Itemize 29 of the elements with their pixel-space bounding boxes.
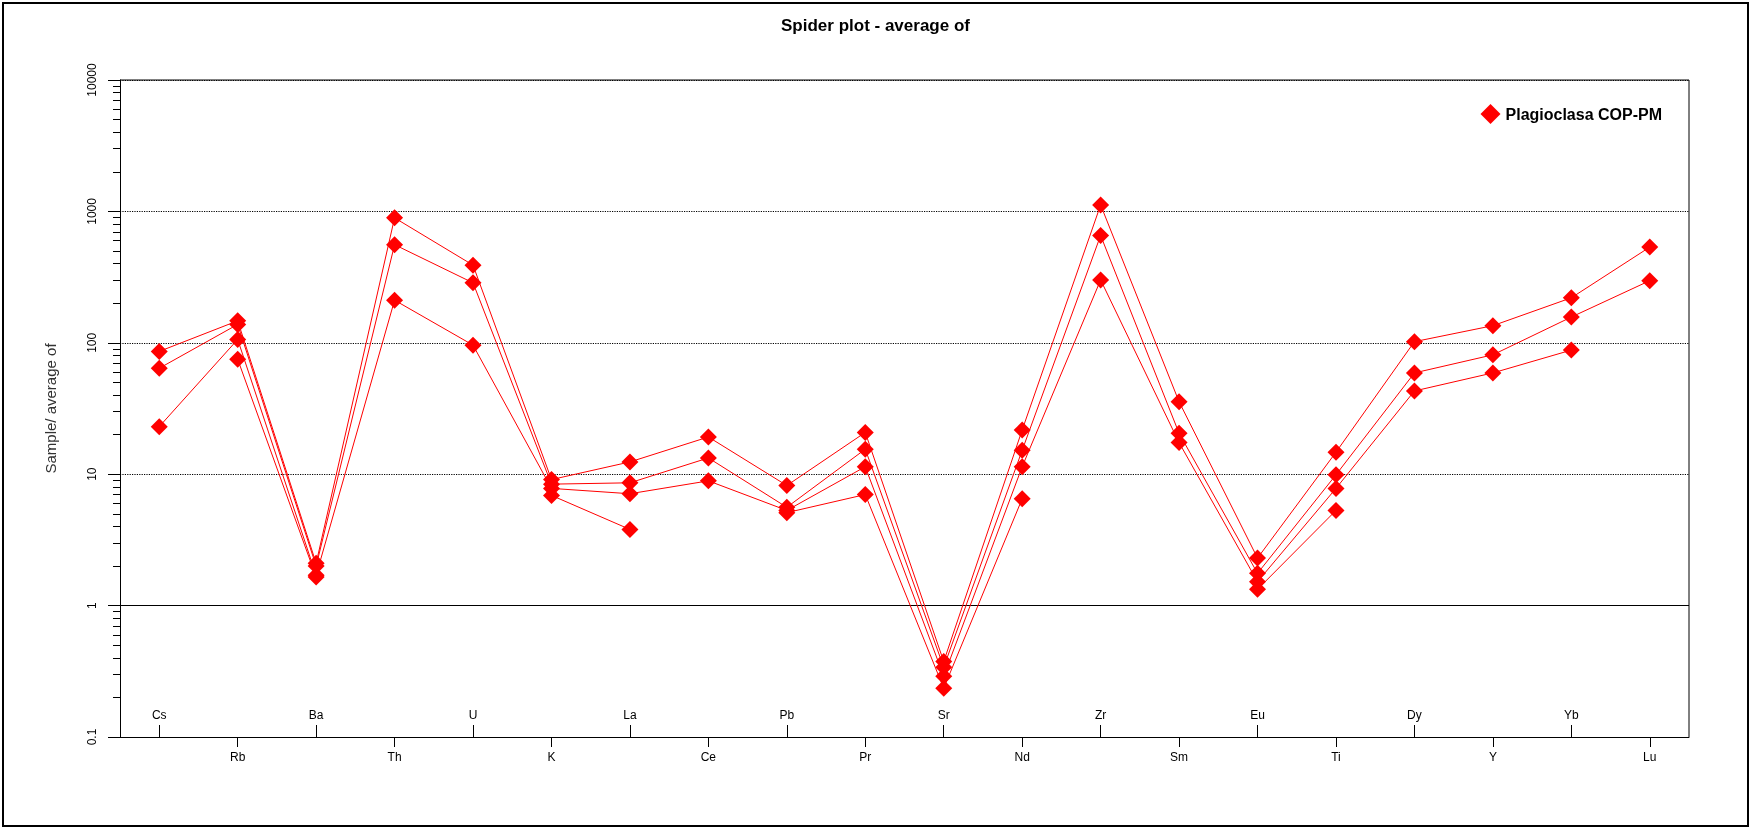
x-tick-label: Pr: [859, 750, 872, 764]
y-tick-label: 1000: [85, 197, 99, 225]
y-tick-label: 10: [85, 467, 99, 481]
x-tick-label: Sm: [1170, 750, 1189, 764]
x-tick-label: Th: [387, 750, 402, 764]
x-tick-label: Yb: [1563, 708, 1579, 722]
x-tick-label: Ba: [308, 708, 324, 722]
y-tick-label: 1: [85, 601, 99, 609]
x-tick-label: Eu: [1250, 708, 1265, 722]
y-axis-title: Sample/ average of: [42, 342, 59, 474]
x-tick-label: Y: [1488, 750, 1497, 764]
x-tick-label: Sr: [937, 708, 950, 722]
y-tick-label: 100: [85, 332, 99, 353]
x-tick-label: Lu: [1643, 750, 1657, 764]
y-tick-label: 0.1: [85, 728, 99, 746]
x-tick-label: Ce: [700, 750, 717, 764]
x-tick-label: Ti: [1331, 750, 1341, 764]
x-tick-label: U: [468, 708, 478, 722]
x-tick-label: La: [623, 708, 637, 722]
x-tick-label: Zr: [1094, 708, 1107, 722]
x-tick-label: Cs: [151, 708, 167, 722]
x-tick-label: Dy: [1407, 708, 1422, 722]
x-tick-label: K: [547, 750, 556, 764]
y-tick-label: 10000: [85, 62, 99, 97]
x-tick-label: Nd: [1014, 750, 1030, 764]
x-tick-label: Rb: [230, 750, 246, 764]
chart-title: Spider plot - average of: [781, 16, 971, 35]
legend-label: Plagioclasa COP-PM: [1505, 105, 1663, 123]
x-tick-label: Pb: [779, 708, 795, 722]
